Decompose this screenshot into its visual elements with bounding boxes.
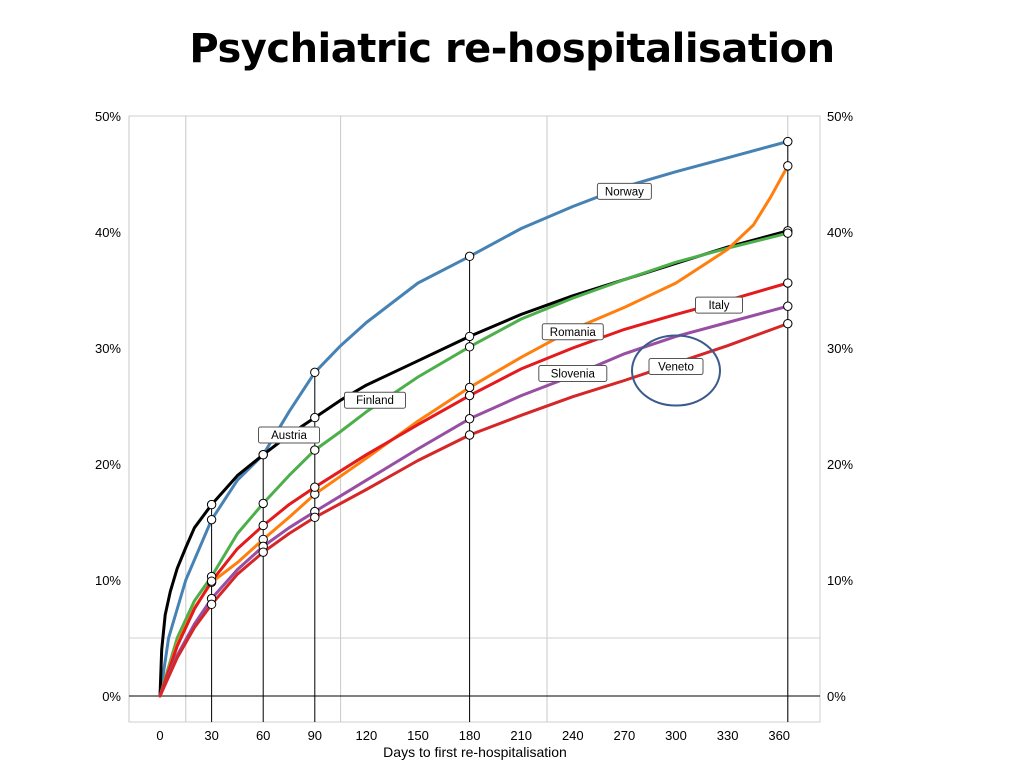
- y-tick-label-right: 0%: [827, 689, 846, 704]
- highlight-circle: [631, 334, 721, 407]
- marker-point-italy: [464, 390, 475, 401]
- marker-point-italy: [206, 576, 217, 586]
- label-box: [538, 365, 608, 383]
- marker-point-finland: [310, 445, 320, 455]
- x-tick-label: 270: [614, 728, 636, 743]
- marker-point-veneto: [310, 512, 320, 523]
- axis-layer: 0 30 60 90 120 150 180 210 240 270 300 330 360 0% 0% 10…: [95, 109, 853, 743]
- marker-point-romania: [783, 161, 793, 171]
- series-label-norway: Norway: [596, 182, 652, 200]
- x-tick-label: 360: [768, 728, 790, 743]
- y-tick-label-left: 10%: [95, 573, 121, 588]
- grid-layer: [128, 116, 820, 722]
- x-tick-label: 90: [308, 728, 322, 743]
- series-line-romania: [158, 164, 790, 698]
- y-tick-label-left: 30%: [95, 341, 121, 356]
- marker-point-norway: [310, 367, 320, 378]
- marker-point-slovenia: [464, 414, 475, 424]
- y-tick-label-right: 30%: [827, 341, 853, 356]
- label-text: Austria: [271, 430, 307, 442]
- label-text: Romania: [550, 327, 597, 339]
- series-label-austria: Austria: [258, 426, 320, 444]
- marker-point-veneto: [464, 430, 475, 440]
- x-axis-title: Days to first re-hospitalisation: [383, 744, 567, 760]
- marker-point-finland: [464, 342, 475, 352]
- marker-point-austria: [206, 499, 217, 510]
- series-label-veneto: Veneto: [648, 358, 704, 376]
- points-layer: [206, 136, 793, 610]
- x-tick-label: 330: [717, 728, 739, 743]
- marker-point-romania: [464, 382, 475, 393]
- marker-point-italy: [310, 482, 320, 492]
- marker-point-finland: [783, 228, 793, 238]
- x-tick-label: 120: [356, 728, 378, 743]
- label-text: Slovenia: [551, 369, 596, 381]
- series-line-austria: [158, 229, 790, 698]
- y-tick-label-left: 50%: [95, 109, 121, 124]
- marker-point-norway: [464, 251, 475, 262]
- marker-point-veneto: [258, 547, 268, 557]
- x-tick-label: 240: [562, 728, 584, 743]
- series-line-veneto: [158, 322, 790, 698]
- marker-point-norway: [783, 136, 793, 147]
- x-tick-label: 150: [407, 728, 429, 743]
- label-text: Italy: [708, 300, 729, 312]
- y-tick-label-right: 10%: [827, 573, 853, 588]
- label-box: [648, 358, 704, 376]
- x-tick-label: 300: [665, 728, 687, 743]
- marker-point-austria: [310, 412, 320, 423]
- marker-point-slovenia: [783, 301, 793, 311]
- x-tick-label: 210: [510, 728, 532, 743]
- x-tick-label: 60: [256, 728, 270, 743]
- series-line-italy: [158, 281, 790, 698]
- label-layer: Norway Austria Finland Romania Slovenia Italy…: [258, 182, 743, 444]
- marker-point-veneto: [783, 318, 793, 329]
- label-box: [596, 182, 652, 200]
- series-label-finland: Finland: [344, 391, 406, 409]
- series-label-slovenia: Slovenia: [538, 365, 608, 383]
- marker-point-finland: [258, 498, 268, 509]
- label-box: [695, 296, 743, 314]
- plot-frame: [128, 115, 821, 723]
- label-box: [541, 323, 604, 341]
- label-box: [258, 426, 320, 444]
- marker-point-austria: [464, 331, 475, 342]
- label-box: [344, 391, 406, 409]
- marker-point-norway: [206, 514, 217, 525]
- y-tick-label-right: 50%: [827, 109, 853, 124]
- marker-point-austria: [258, 450, 268, 460]
- series-label-italy: Italy: [695, 296, 743, 314]
- x-tick-label: 0: [156, 728, 163, 743]
- y-tick-label-right: 20%: [827, 457, 853, 472]
- x-tick-label: 180: [459, 728, 481, 743]
- label-text: Finland: [356, 395, 394, 407]
- y-tick-label-right: 40%: [827, 225, 853, 240]
- y-tick-label-left: 20%: [95, 457, 121, 472]
- label-text: Norway: [605, 186, 644, 198]
- marker-point-italy: [258, 520, 268, 531]
- series-label-romania: Romania: [541, 323, 604, 341]
- slide-title: Psychiatric re-hospitalisation: [189, 26, 835, 72]
- y-tick-label-left: 40%: [95, 225, 121, 240]
- x-tick-label: 30: [204, 728, 218, 743]
- label-text: Veneto: [658, 362, 694, 374]
- y-tick-label-left: 0%: [102, 689, 121, 704]
- marker-point-veneto: [206, 599, 217, 610]
- marker-point-italy: [783, 278, 793, 288]
